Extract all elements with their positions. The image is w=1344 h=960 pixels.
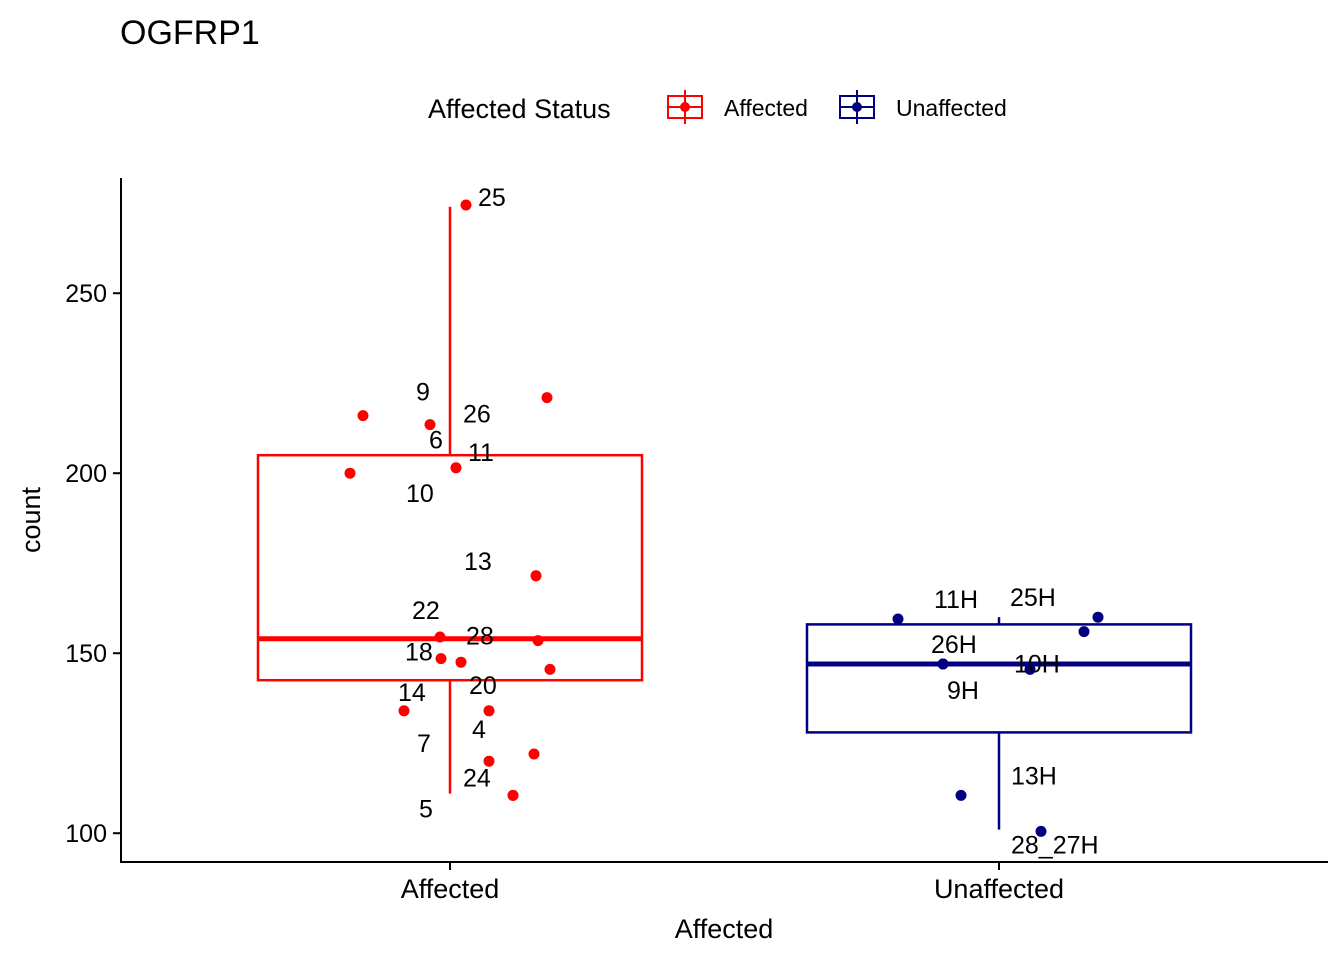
data-point: [460, 199, 472, 211]
point-label: 26: [463, 401, 491, 429]
point-label: 4: [472, 716, 486, 744]
data-point: [357, 410, 369, 422]
point-label: 9: [416, 379, 430, 407]
point-label: 11: [468, 439, 494, 467]
data-point: [434, 631, 446, 643]
boxes: [256, 206, 1193, 830]
legend-key-unaffected: [839, 90, 875, 124]
data-point: [398, 705, 410, 717]
point-label: 25: [478, 184, 506, 212]
x-axis-ticks: Affected Unaffected: [401, 862, 1064, 904]
x-tick-label: Unaffected: [934, 874, 1064, 904]
data-point: [1078, 626, 1090, 638]
data-point: [1024, 663, 1036, 675]
data-point: [892, 613, 904, 625]
point-label: 14: [398, 679, 426, 707]
y-axis-label: count: [16, 486, 46, 553]
chart-title: OGFRP1: [120, 14, 260, 52]
legend-label-affected: Affected: [724, 95, 808, 121]
data-point: [344, 467, 356, 479]
data-point: [483, 755, 495, 767]
y-tick-label: 100: [65, 820, 107, 848]
y-tick-label: 250: [65, 280, 107, 308]
points: [344, 199, 1104, 837]
legend-label-unaffected: Unaffected: [896, 95, 1007, 121]
point-labels: 25 9 26 6 11 10 13 22 28 18 14 20 4 7 24 5 11H 25H 26H 10H 9…: [398, 184, 1099, 859]
point-label: 18: [405, 639, 433, 667]
data-point: [450, 462, 462, 474]
data-point: [507, 789, 519, 801]
point-label: 24: [463, 764, 491, 792]
data-point: [1035, 825, 1047, 837]
box: [256, 453, 644, 682]
data-point: [1092, 611, 1104, 623]
legend-key-affected: [667, 90, 703, 124]
y-axis-ticks: 100 150 200 250: [65, 280, 121, 848]
point-label: 11H: [934, 586, 978, 614]
point-label: 28: [466, 623, 494, 651]
y-tick-label: 150: [65, 640, 107, 668]
point-label: 20: [469, 672, 497, 700]
point-label: 26H: [931, 631, 977, 659]
point-label: 13H: [1011, 762, 1057, 790]
data-point: [424, 419, 436, 431]
data-point: [530, 570, 542, 582]
data-point: [528, 748, 540, 760]
point-label: 10H: [1014, 650, 1060, 678]
data-point: [483, 705, 495, 717]
point-label: 7: [417, 730, 431, 758]
data-point: [455, 656, 467, 668]
point-label: 9H: [947, 677, 979, 705]
point-label: 6: [429, 427, 443, 455]
data-point: [435, 653, 447, 665]
data-point: [532, 635, 544, 647]
data-point: [955, 789, 967, 801]
legend-title: Affected Status: [428, 94, 611, 124]
legend: Affected Status Affected Unaffected: [428, 90, 1007, 124]
data-point: [937, 658, 949, 670]
point-label: 28_27H: [1011, 831, 1099, 859]
x-axis-label: Affected: [675, 914, 774, 944]
box: [805, 623, 1193, 734]
data-point: [541, 392, 553, 404]
x-tick-label: Affected: [401, 874, 500, 904]
point-label: 13: [464, 548, 492, 576]
point-label: 25H: [1010, 584, 1056, 612]
y-tick-label: 200: [65, 460, 107, 488]
point-label: 22: [412, 597, 440, 625]
point-label: 10: [406, 480, 434, 508]
data-point: [544, 663, 556, 675]
point-label: 5: [419, 795, 433, 823]
